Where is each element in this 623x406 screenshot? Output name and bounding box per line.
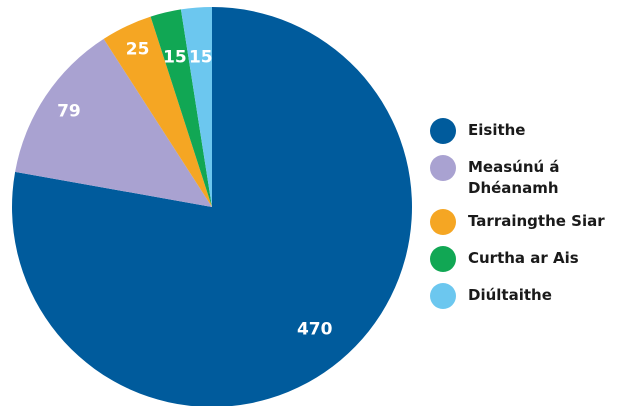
legend: Eisithe Measúnú á Dhéanamh Tarraingthe S… <box>430 117 620 319</box>
legend-item-diultaithe: Diúltaithe <box>430 282 620 309</box>
pie-slice-tarraingthe-siar <box>103 16 212 207</box>
legend-item-curtha: Curtha ar Ais <box>430 245 620 272</box>
legend-label-tarraingthe: Tarraingthe Siar <box>468 212 605 230</box>
legend-label-measunu: Measúnú á Dhéanamh <box>468 158 560 197</box>
legend-label-eisithe: Eisithe <box>468 121 526 139</box>
legend-label-diultaithe: Diúltaithe <box>468 286 552 304</box>
data-label-curtha-ar-ais: 15 <box>163 47 187 67</box>
pie-data-labels: 470 79 25 15 15 <box>57 40 333 340</box>
data-label-measunu-a-dheanamh: 79 <box>57 102 81 122</box>
pie-slice-eisithe <box>12 7 412 406</box>
legend-label-curtha: Curtha ar Ais <box>468 249 579 267</box>
data-label-diultaithe: 15 <box>189 47 213 67</box>
pie-slice-curtha-ar-ais <box>150 9 212 208</box>
legend-swatch-tarraingthe <box>430 209 456 235</box>
legend-item-tarraingthe: Tarraingthe Siar <box>430 208 620 235</box>
pie-slice-measunu-a-dheanamh <box>15 38 213 207</box>
data-label-tarraingthe-siar: 25 <box>126 40 150 60</box>
legend-swatch-diultaithe <box>430 283 456 309</box>
pie-slices <box>12 7 412 406</box>
data-label-eisithe: 470 <box>297 320 333 340</box>
legend-item-eisithe: Eisithe <box>430 117 620 144</box>
legend-swatch-measunu <box>430 155 456 181</box>
legend-item-measunu: Measúnú á Dhéanamh <box>430 154 620 199</box>
pie-slice-diultaithe <box>180 7 212 207</box>
legend-swatch-eisithe <box>430 118 456 144</box>
legend-swatch-curtha <box>430 246 456 272</box>
